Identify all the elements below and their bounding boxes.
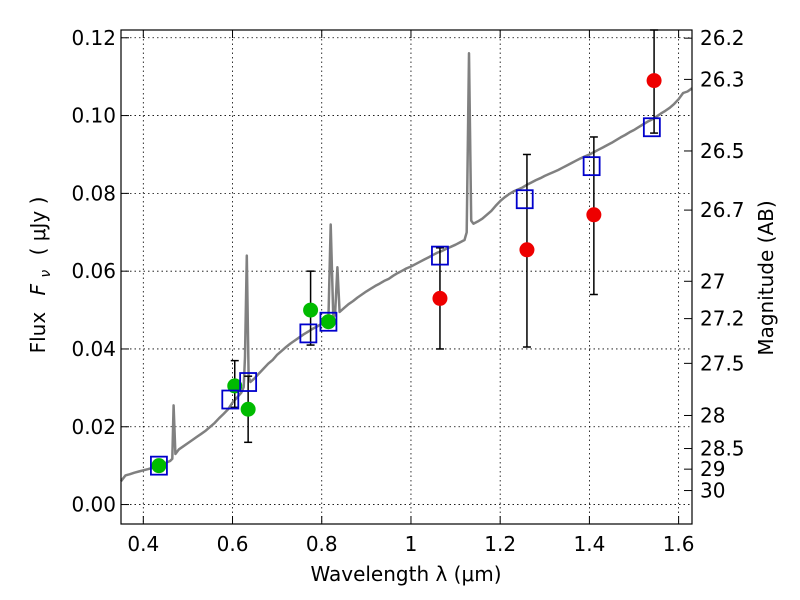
y-axis-label-var: F (26, 283, 50, 295)
y-tick-label: 0.10 (71, 104, 116, 128)
model-photometry-square (150, 455, 168, 476)
model-photometry-square (582, 156, 601, 177)
y-tick-label: 0.02 (71, 415, 116, 439)
observed-red-point (519, 242, 535, 258)
y2-tick-label: 26.5 (700, 139, 745, 163)
y-axis-label-unit: ( μJy ) (26, 197, 50, 256)
y-tick-label: 0.04 (71, 337, 116, 361)
y-tick-label: 0.06 (71, 259, 116, 283)
axis-ticks: 0.4 0.6 0.8 1 1.2 1.4 1.6 0.00 0.02 0.04 0.06 0.08 0… (71, 26, 744, 556)
model-photometry-square (642, 117, 661, 138)
observed-red-point (646, 73, 662, 89)
x-tick-label: 0.4 (127, 532, 159, 556)
y-tick-label: 0.08 (71, 181, 116, 205)
observed-green-point (320, 314, 336, 330)
plot-frame (120, 29, 693, 525)
y2-tick-label: 28 (700, 403, 725, 427)
y2-tick-label: 28.5 (700, 437, 745, 461)
y2-tick-label: 27.2 (700, 307, 745, 331)
y2-tick-label: 27 (700, 269, 725, 293)
model-photometry-square (515, 189, 534, 210)
observed-green-point (303, 302, 319, 318)
y-tick-label: 0.00 (71, 493, 116, 517)
x-tick-label: 0.8 (306, 532, 338, 556)
x-tick-label: 1.6 (663, 532, 695, 556)
y2-tick-label: 26.7 (700, 198, 745, 222)
model-photometry-square (239, 372, 258, 392)
y2-tick-label: 30 (700, 479, 725, 503)
y2-axis-label: Magnitude (AB) (754, 200, 778, 355)
y-axis-label: Flux F ν ( μJy ) (26, 197, 55, 354)
observed-red-point (586, 207, 602, 223)
y-axis-label-sub: ν (38, 270, 54, 278)
observed-red-point (432, 290, 448, 306)
x-tick-label: 0.6 (217, 532, 249, 556)
model-photometry-square (431, 245, 449, 266)
model-photometry-square (299, 323, 318, 344)
observed-green-point (151, 458, 167, 474)
y2-tick-label: 26.2 (700, 26, 745, 50)
grid-lines (121, 30, 692, 524)
x-axis-label: Wavelength λ (μm) (310, 562, 501, 586)
y2-tick-label: 26.3 (700, 67, 745, 91)
model-photometry-square (221, 389, 240, 410)
observed-green-point (240, 401, 256, 417)
y-axis-label-prefix: Flux (26, 312, 50, 354)
x-tick-label: 1 (405, 532, 418, 556)
y-tick-label: 0.12 (71, 26, 116, 50)
data-series (120, 29, 693, 482)
y2-tick-label: 27.5 (700, 351, 745, 375)
model-spectrum-line (120, 52, 693, 482)
y2-tick-label: 29 (700, 457, 725, 481)
x-tick-label: 1.2 (484, 532, 516, 556)
x-tick-label: 1.4 (573, 532, 605, 556)
model-photometry-square (319, 311, 338, 332)
